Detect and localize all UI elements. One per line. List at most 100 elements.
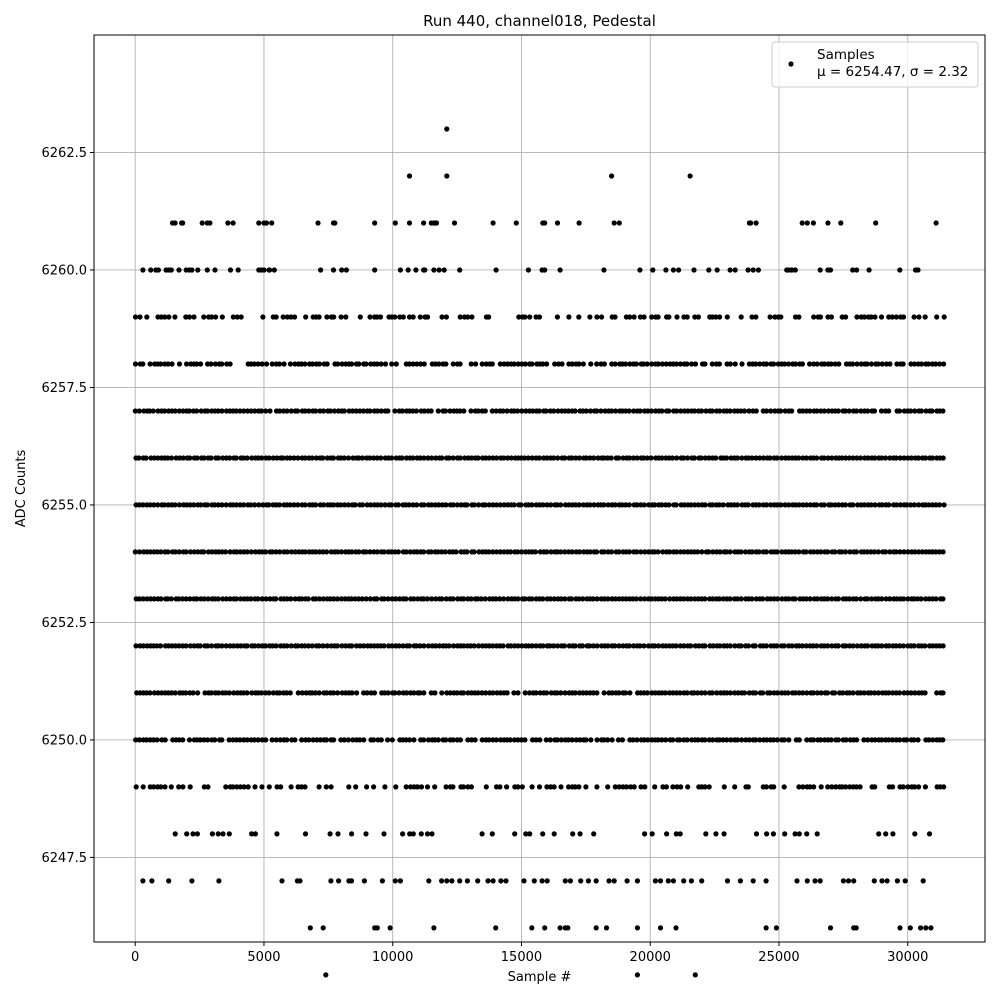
data-point	[540, 831, 546, 837]
data-point	[475, 455, 481, 461]
data-point	[222, 549, 229, 555]
data-point	[435, 549, 441, 555]
data-point	[361, 737, 367, 743]
data-point	[234, 784, 240, 790]
data-point	[688, 643, 694, 649]
data-point	[238, 643, 244, 649]
data-point	[269, 549, 275, 555]
data-point	[299, 690, 305, 696]
y-axis-label: ADC Counts	[14, 450, 29, 528]
data-point	[835, 408, 841, 414]
data-point	[460, 690, 467, 696]
data-point	[659, 408, 665, 414]
data-point	[732, 267, 738, 273]
data-point	[634, 502, 640, 508]
data-point	[317, 737, 323, 743]
data-point	[433, 220, 440, 226]
data-point	[669, 455, 676, 461]
data-point	[172, 690, 178, 696]
data-point	[451, 643, 457, 649]
data-point	[493, 408, 499, 414]
data-point	[364, 784, 370, 790]
data-point	[879, 502, 885, 508]
data-point	[710, 737, 716, 743]
data-point	[410, 361, 416, 367]
data-point	[562, 878, 568, 884]
data-point	[923, 408, 929, 414]
data-point	[897, 549, 903, 555]
data-point	[183, 314, 189, 320]
data-point	[302, 831, 309, 837]
data-point	[273, 596, 279, 602]
data-point	[259, 596, 265, 602]
data-point	[183, 643, 189, 649]
data-point	[757, 737, 763, 743]
y-tick-label: 6257.5	[42, 381, 88, 396]
data-point	[252, 831, 258, 837]
data-point	[372, 220, 378, 226]
data-point	[439, 314, 445, 320]
data-point	[406, 173, 413, 179]
data-point	[873, 220, 879, 226]
data-point	[839, 549, 845, 555]
data-point	[670, 784, 676, 790]
data-point	[692, 361, 699, 367]
data-point	[460, 784, 467, 790]
data-point	[710, 596, 716, 602]
data-point	[612, 784, 618, 790]
data-point	[389, 361, 395, 367]
data-point	[601, 690, 607, 696]
data-point	[655, 361, 661, 367]
data-point	[616, 549, 622, 555]
data-point	[471, 502, 477, 508]
data-point	[339, 361, 345, 367]
data-point	[341, 455, 347, 461]
data-point	[850, 502, 856, 508]
data-point	[248, 549, 254, 555]
data-point	[281, 361, 287, 367]
data-point	[476, 549, 482, 555]
data-point	[757, 361, 763, 367]
data-point	[361, 643, 367, 649]
data-point	[865, 455, 871, 461]
data-point	[818, 737, 824, 743]
data-point	[378, 408, 384, 414]
data-point	[316, 361, 322, 367]
data-point	[821, 408, 827, 414]
data-point	[659, 737, 665, 743]
data-point	[371, 784, 377, 790]
data-point	[389, 643, 395, 649]
data-point	[818, 549, 824, 555]
data-point	[554, 690, 560, 696]
data-point	[536, 784, 543, 790]
data-point	[652, 502, 658, 508]
data-point	[692, 408, 698, 414]
data-point	[539, 878, 545, 884]
data-point	[883, 549, 889, 555]
data-point	[879, 596, 885, 602]
data-point	[616, 455, 622, 461]
data-point	[562, 455, 568, 461]
data-point	[219, 643, 225, 649]
data-point	[739, 455, 745, 461]
data-point	[377, 314, 384, 320]
data-point	[392, 408, 398, 414]
data-point	[194, 596, 200, 602]
data-point	[505, 455, 511, 461]
data-point	[854, 737, 860, 743]
data-point	[605, 502, 611, 508]
data-point	[594, 643, 600, 649]
data-point	[338, 502, 344, 508]
data-point	[702, 361, 708, 367]
data-point	[688, 878, 695, 884]
data-point	[889, 737, 896, 743]
data-point	[724, 878, 731, 884]
data-point	[727, 596, 733, 602]
data-point	[853, 784, 860, 790]
data-point	[486, 455, 492, 461]
data-point	[853, 408, 860, 414]
data-point	[267, 408, 273, 414]
data-point	[786, 455, 792, 461]
data-point	[760, 455, 767, 461]
data-point	[468, 784, 474, 790]
